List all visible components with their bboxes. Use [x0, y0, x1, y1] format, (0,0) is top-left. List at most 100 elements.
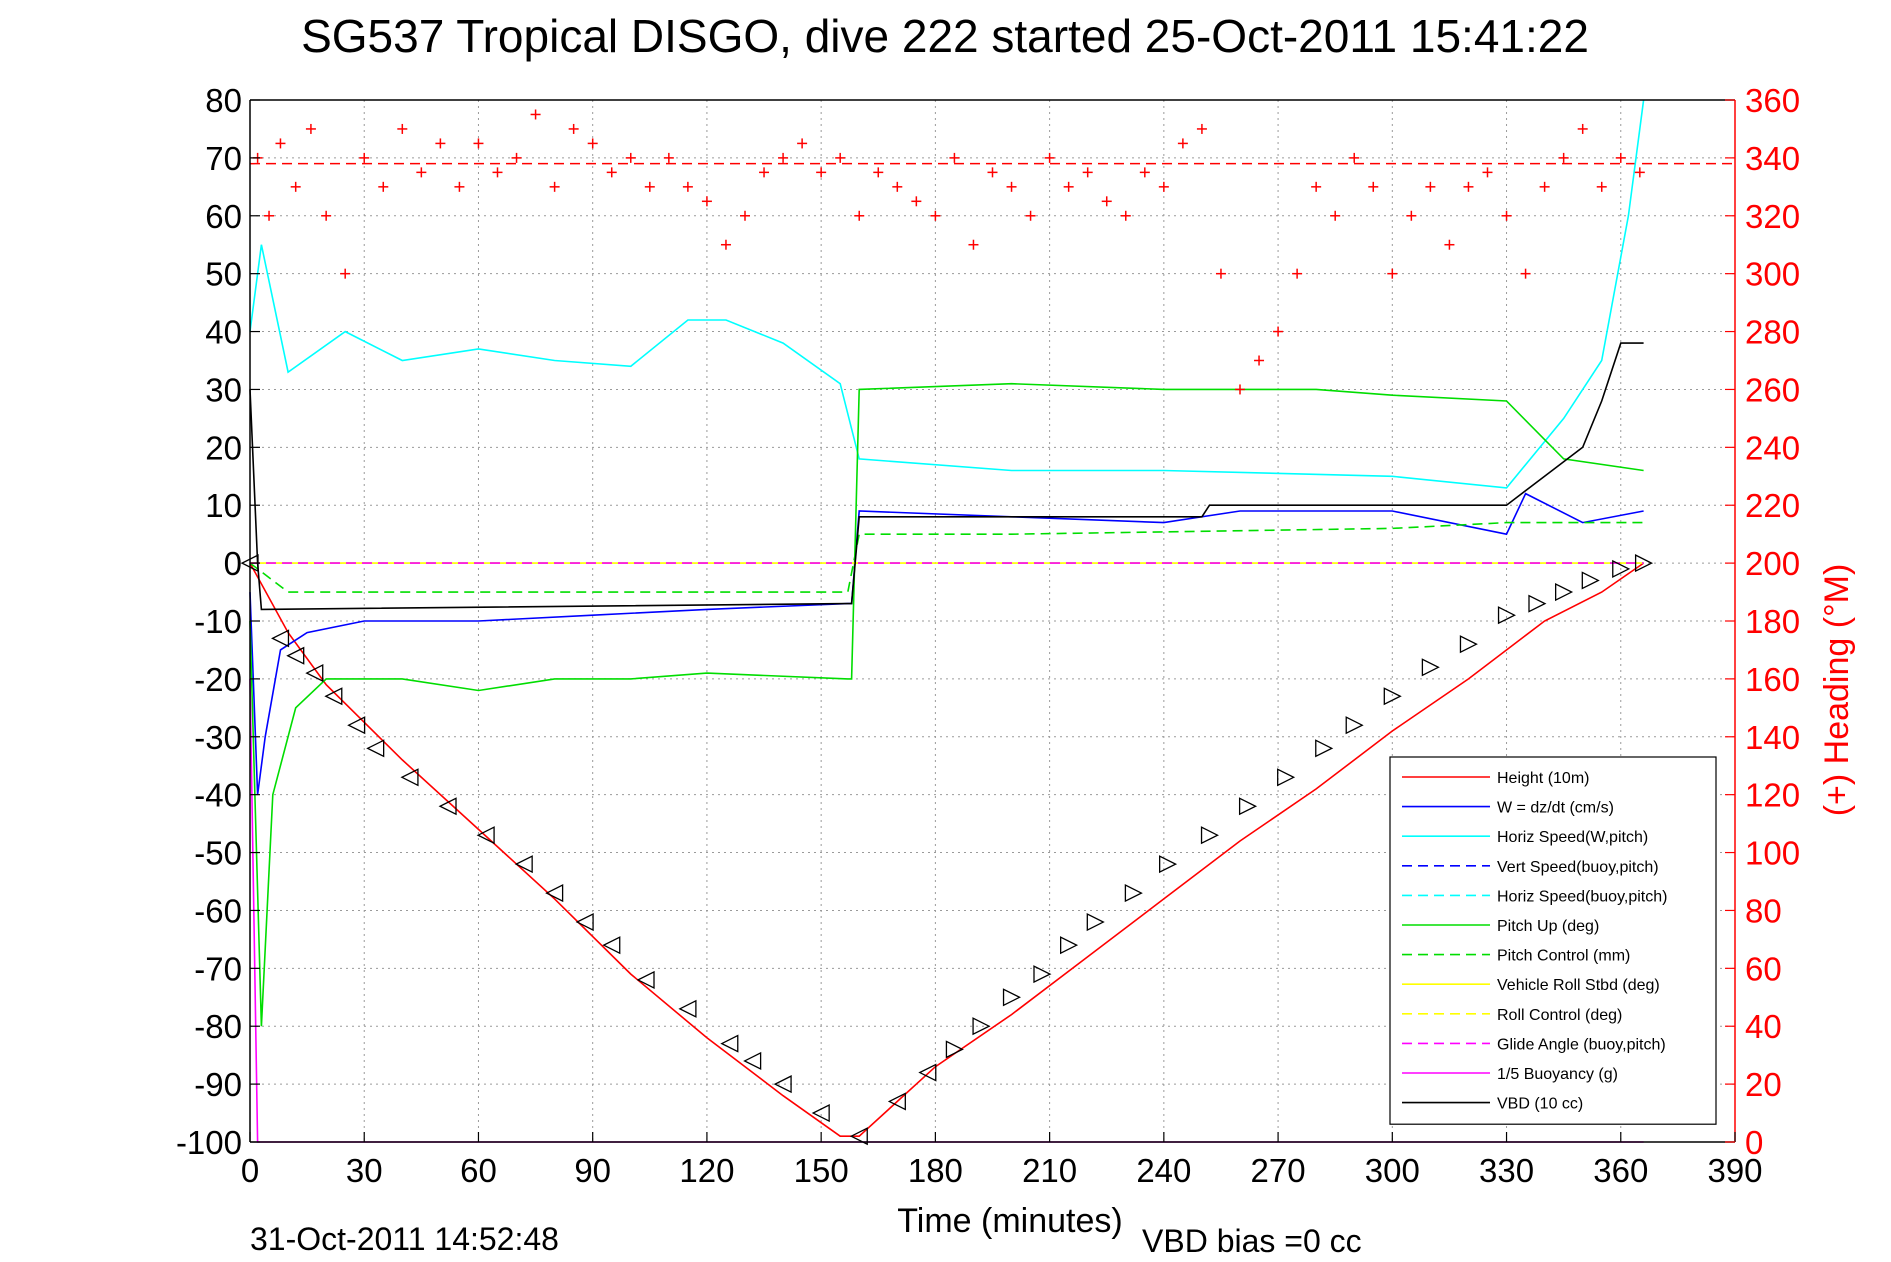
y2-tick-label: 320: [1745, 198, 1800, 235]
profile-marker: [1277, 768, 1296, 787]
heading-point: [1311, 181, 1322, 192]
profile-marker: [305, 664, 324, 683]
legend-entry: Horiz Speed(W,pitch): [1402, 829, 1648, 846]
profile-marker: [1060, 936, 1079, 955]
profile-marker: [602, 936, 621, 955]
legend-entry: Roll Control (deg): [1402, 1007, 1622, 1024]
y-tick-label: 40: [205, 314, 242, 351]
heading-point: [606, 167, 617, 178]
footer-vbd-bias: VBD bias =0 cc: [1142, 1223, 1362, 1259]
y2-tick-label: 140: [1745, 719, 1800, 756]
heading-point: [1520, 268, 1531, 279]
legend-entry: Pitch Up (deg): [1402, 918, 1599, 935]
heading-point: [1120, 210, 1131, 221]
heading-point: [397, 123, 408, 134]
y-tick-label: -100: [176, 1124, 242, 1161]
heading-point: [1558, 152, 1569, 163]
heading-point: [778, 152, 789, 163]
heading-point: [740, 210, 750, 221]
profile-marker: [514, 855, 533, 874]
heading-point: [644, 181, 655, 192]
y-tick-label: 30: [205, 371, 242, 408]
heading-point: [1482, 167, 1493, 178]
heading-point: [1025, 210, 1036, 221]
heading-point: [340, 268, 351, 279]
y-tick-label: -30: [194, 719, 242, 756]
legend-entry: VBD (10 cc): [1402, 1096, 1583, 1113]
heading-point: [275, 138, 286, 149]
y-tick-label: -70: [194, 950, 242, 987]
profile-marker: [366, 739, 385, 758]
y2-tick-label: 280: [1745, 314, 1800, 351]
legend-entry: Vert Speed(buoy,pitch): [1402, 859, 1659, 876]
x-tick-label: 300: [1365, 1152, 1420, 1189]
heading-point: [1273, 326, 1284, 337]
heading-point: [568, 123, 579, 134]
profile-marker: [1159, 855, 1178, 874]
y-tick-label: -10: [194, 603, 242, 640]
x-tick-label: 360: [1593, 1152, 1648, 1189]
heading-point: [321, 210, 332, 221]
profile-marker: [1315, 739, 1334, 758]
heading-point: [1406, 210, 1417, 221]
series-line-11: [249, 342, 1644, 611]
legend-label: Horiz Speed(W,pitch): [1497, 829, 1648, 846]
heading-point: [549, 181, 560, 192]
profile-marker: [1459, 635, 1478, 654]
heading-point: [1577, 123, 1588, 134]
heading-point: [1139, 167, 1150, 178]
profile-marker: [324, 687, 343, 706]
profile-marker: [1634, 554, 1654, 573]
grid-layer: [250, 100, 1735, 1142]
heading-point: [873, 167, 884, 178]
y-tick-label: -20: [194, 661, 242, 698]
heading-point: [663, 152, 674, 163]
heading-point: [968, 239, 979, 250]
heading-point: [1254, 355, 1265, 366]
heading-point: [1539, 181, 1550, 192]
heading-point: [587, 138, 598, 149]
heading-point: [492, 167, 503, 178]
profile-marker: [271, 629, 290, 648]
profile-marker: [1238, 797, 1258, 816]
y2-tick-label: 20: [1745, 1066, 1782, 1103]
y-tick-label: 60: [205, 198, 242, 235]
x-tick-label: 270: [1251, 1152, 1306, 1189]
heading-point: [1501, 210, 1512, 221]
y2-axis-label: (+) Heading (°M): [1818, 564, 1856, 817]
y2-tick-label: 100: [1745, 835, 1800, 872]
y2-tick-label: 0: [1745, 1124, 1763, 1161]
legend-entry: Vehicle Roll Stbd (deg): [1402, 977, 1660, 994]
y2-tick-label: 40: [1745, 1008, 1782, 1045]
chart-title: SG537 Tropical DISGO, dive 222 started 2…: [301, 10, 1589, 62]
heading-point: [930, 210, 941, 221]
heading-point: [1044, 152, 1055, 163]
profile-marker: [1002, 988, 1021, 1007]
profile-marker: [1497, 606, 1516, 625]
legend-label: Vert Speed(buoy,pitch): [1497, 859, 1659, 876]
heading-point: [1082, 167, 1093, 178]
legend-label: Vehicle Roll Stbd (deg): [1497, 977, 1660, 994]
profile-marker: [575, 912, 594, 932]
x-tick-label: 120: [679, 1152, 734, 1189]
heading-point: [473, 138, 484, 149]
legend-label: W = dz/dt (cm/s): [1497, 800, 1614, 817]
heading-point: [1292, 268, 1303, 279]
heading-point: [701, 196, 712, 207]
y2-tick-label: 120: [1745, 777, 1800, 814]
profile-marker: [1612, 559, 1631, 578]
y2-tick-label: 60: [1745, 950, 1782, 987]
series-line-2: [249, 99, 1645, 489]
legend-entry: W = dz/dt (cm/s): [1402, 800, 1614, 817]
profile-marker: [1033, 965, 1052, 984]
legend-label: VBD (10 cc): [1497, 1096, 1583, 1113]
legend-box: [1389, 756, 1717, 1125]
heading-point: [511, 152, 522, 163]
profile-marker: [1528, 594, 1547, 613]
heading-point: [1196, 123, 1207, 134]
profile-marker: [400, 768, 419, 787]
series-line-6: [249, 521, 1644, 593]
profile-marker: [1086, 912, 1105, 932]
y-tick-label: 80: [205, 82, 242, 119]
heading-point: [949, 152, 960, 163]
